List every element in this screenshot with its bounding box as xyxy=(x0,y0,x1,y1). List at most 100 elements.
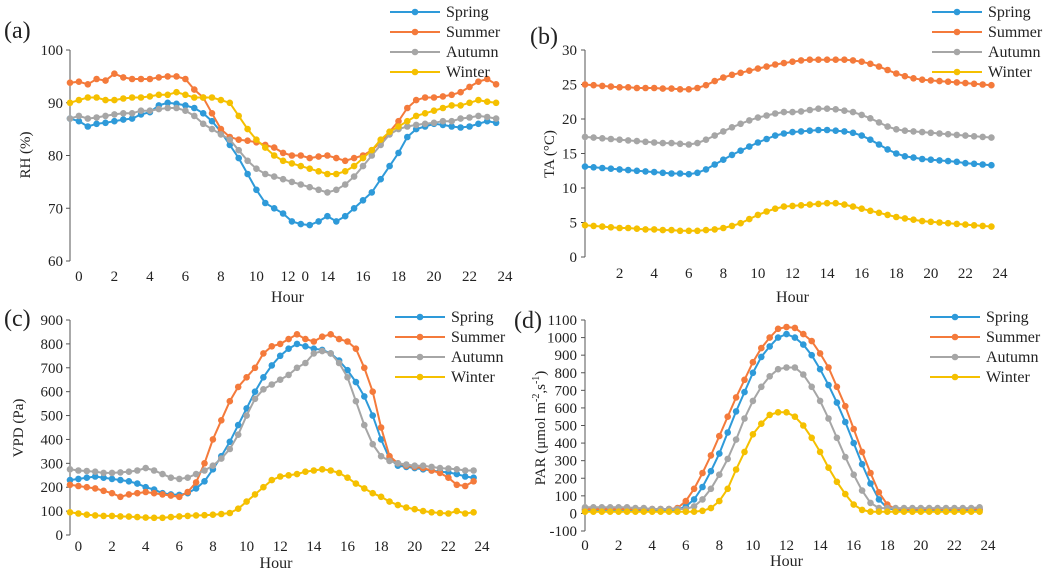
data-point xyxy=(191,104,198,112)
data-point xyxy=(858,111,865,119)
data-point xyxy=(91,468,99,476)
data-point xyxy=(173,73,180,80)
data-point xyxy=(288,152,296,159)
data-point xyxy=(936,77,943,85)
y-tick-label: 80 xyxy=(48,149,63,165)
data-point xyxy=(120,74,127,81)
data-point xyxy=(419,462,427,470)
x-tick-label: 8 xyxy=(716,538,724,554)
data-point xyxy=(988,134,995,141)
x-tick-label: 8 xyxy=(209,539,217,555)
data-point xyxy=(823,56,831,63)
data-point xyxy=(702,226,710,234)
y-tick-label: 900 xyxy=(555,348,578,364)
y-tick-label: 200 xyxy=(555,471,578,487)
data-point xyxy=(633,225,641,232)
data-point xyxy=(306,183,314,191)
data-point xyxy=(867,207,874,215)
data-point xyxy=(369,412,377,419)
data-point xyxy=(310,345,318,353)
data-point xyxy=(167,513,175,521)
data-point xyxy=(421,94,429,101)
data-point xyxy=(436,464,444,472)
x-tick-label: 10 xyxy=(249,269,264,285)
data-point xyxy=(953,220,961,228)
x-tick-label: 2 xyxy=(111,269,119,285)
legend: Spring Summer Autumn Winter xyxy=(395,309,506,386)
x-tick-label: 18 xyxy=(374,539,389,555)
data-point xyxy=(806,201,814,208)
y-tick-label: 800 xyxy=(555,366,578,382)
x-axis-label: Hour xyxy=(260,555,294,572)
data-point xyxy=(825,415,832,422)
data-point xyxy=(243,405,250,412)
data-point xyxy=(155,91,163,99)
data-point xyxy=(816,397,824,405)
data-point xyxy=(201,467,208,474)
data-point xyxy=(875,508,883,515)
data-point xyxy=(368,146,376,154)
data-point xyxy=(884,123,891,130)
legend-label: Autumn xyxy=(986,349,1038,366)
data-point xyxy=(892,508,899,515)
data-point xyxy=(800,341,807,348)
data-point xyxy=(134,480,141,487)
data-point xyxy=(806,56,814,63)
data-point xyxy=(841,56,848,63)
data-point xyxy=(470,478,477,485)
x-tick-label: 12 xyxy=(779,538,794,554)
y-tick-label: -100 xyxy=(550,524,578,540)
data-point xyxy=(925,508,933,515)
data-point xyxy=(607,165,615,172)
data-point xyxy=(711,161,718,168)
data-point xyxy=(310,467,318,474)
data-point xyxy=(75,467,82,474)
data-point xyxy=(633,84,641,92)
data-point xyxy=(774,365,782,373)
data-point xyxy=(791,413,799,421)
x-tick-label: 24 xyxy=(981,538,997,554)
x-tick-label: 16 xyxy=(340,539,356,555)
data-point xyxy=(774,409,782,416)
data-point xyxy=(979,81,986,88)
data-point xyxy=(369,489,377,497)
x-tick-label: 12 xyxy=(785,266,800,282)
data-point xyxy=(83,511,91,518)
data-point xyxy=(251,388,259,396)
data-point xyxy=(270,173,278,180)
data-point xyxy=(685,170,693,178)
data-point xyxy=(833,383,841,391)
data-point xyxy=(780,59,788,67)
data-point xyxy=(633,167,641,175)
data-point xyxy=(333,218,340,225)
data-point xyxy=(386,128,393,136)
data-point xyxy=(942,508,950,515)
legend-marker xyxy=(953,48,961,56)
data-point xyxy=(226,445,234,453)
data-point xyxy=(988,223,995,230)
data-point xyxy=(732,394,740,401)
data-point xyxy=(800,330,807,338)
data-point xyxy=(741,448,748,456)
data-point xyxy=(875,489,883,496)
data-point xyxy=(209,436,217,443)
data-point xyxy=(386,498,393,505)
data-point xyxy=(944,130,952,138)
data-point xyxy=(404,117,411,125)
y-tick-label: 1000 xyxy=(547,331,577,347)
data-point xyxy=(970,80,978,88)
x-tick-label: 2 xyxy=(108,539,116,555)
data-point xyxy=(475,96,482,104)
data-point xyxy=(918,155,926,163)
data-point xyxy=(377,141,385,149)
data-point xyxy=(344,338,351,345)
data-point xyxy=(75,117,83,125)
data-point xyxy=(754,114,762,121)
x-tick-label: 16 xyxy=(854,266,870,282)
data-point xyxy=(823,199,831,207)
y-tick-label: 800 xyxy=(41,337,64,353)
data-point xyxy=(833,399,841,406)
data-point xyxy=(694,169,701,177)
